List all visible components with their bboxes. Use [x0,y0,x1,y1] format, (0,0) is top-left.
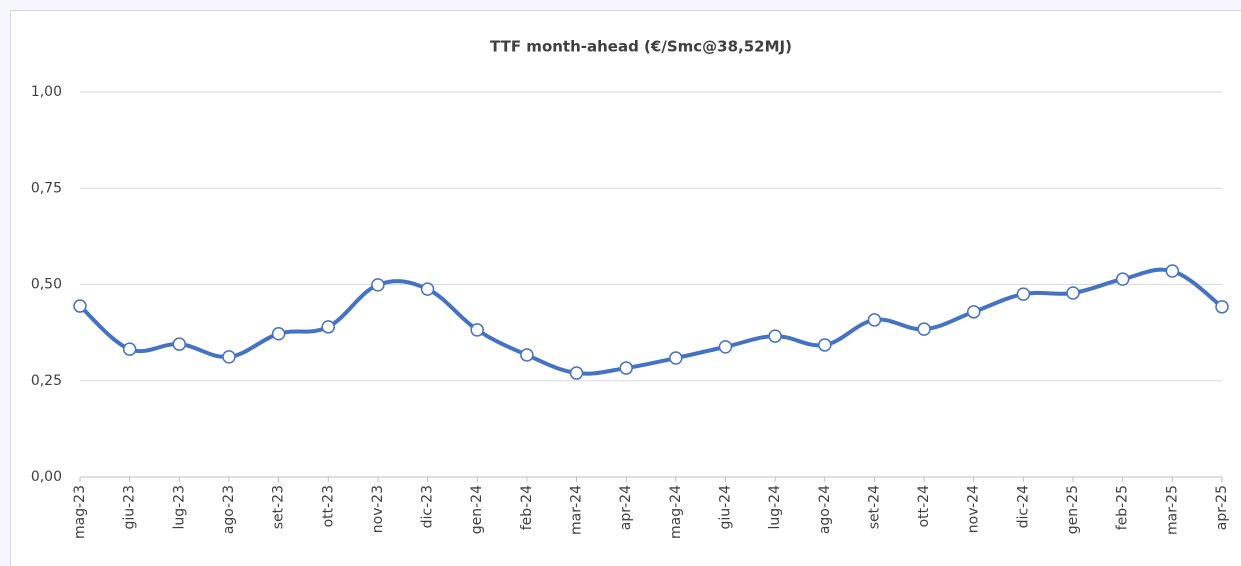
x-tick-label: feb-25 [1115,485,1131,530]
point [321,320,336,334]
x-tick-label: feb-24 [519,485,535,530]
point [669,351,683,365]
point [1115,272,1130,286]
chart-title: TTF month-ahead (€/Smc@38,52MJ) [490,38,792,56]
point [271,327,286,341]
y-tick-label: 0,50 [31,277,62,293]
x-tick-label: mar-24 [569,485,585,535]
point [420,282,435,296]
x-tick-label: giu-23 [122,485,138,530]
point [1016,287,1031,301]
point [470,323,484,337]
point [122,342,137,356]
point [619,361,633,375]
point [1066,286,1080,300]
x-tick-label: nov-23 [370,485,386,533]
x-tick-label: mag-23 [72,485,88,539]
point [867,313,882,327]
x-tick-label: mag-24 [668,485,684,539]
point [917,322,931,336]
y-tick-label: 1,00 [31,84,62,100]
point [222,350,236,364]
x-tick-label: lug-24 [767,485,783,530]
x-tick-label: gen-24 [469,485,485,534]
x-tick-label: ago-24 [817,485,833,534]
x-tick-label: dic-23 [420,485,436,528]
x-tick-label: mar-25 [1164,485,1180,535]
point [966,305,981,319]
y-tick-label: 0,00 [31,469,62,485]
point [768,329,782,343]
point [569,366,584,380]
y-tick-label: 0,25 [31,373,62,389]
point [520,348,534,362]
x-tick-label: apr-24 [618,485,634,530]
x-tick-label: giu-24 [717,485,733,530]
chart-area [10,10,1241,566]
point [1215,300,1229,314]
x-tick-label: ott-23 [320,485,336,527]
x-tick-label: set-23 [271,485,287,529]
point [818,338,832,352]
x-tick-label: dic-24 [1015,485,1031,528]
point [172,337,187,351]
x-tick-label: nov-24 [966,485,982,533]
x-tick-label: lug-23 [171,485,187,530]
point [1165,264,1180,278]
point [73,299,87,313]
y-tick-label: 0,75 [31,180,62,196]
x-tick-label: ago-23 [221,485,237,534]
x-tick-label: set-24 [866,485,882,529]
point [371,278,385,292]
point [718,340,733,354]
x-tick-label: apr-25 [1214,485,1230,530]
x-tick-label: ott-24 [916,485,932,528]
x-tick-label: gen-25 [1065,485,1081,534]
